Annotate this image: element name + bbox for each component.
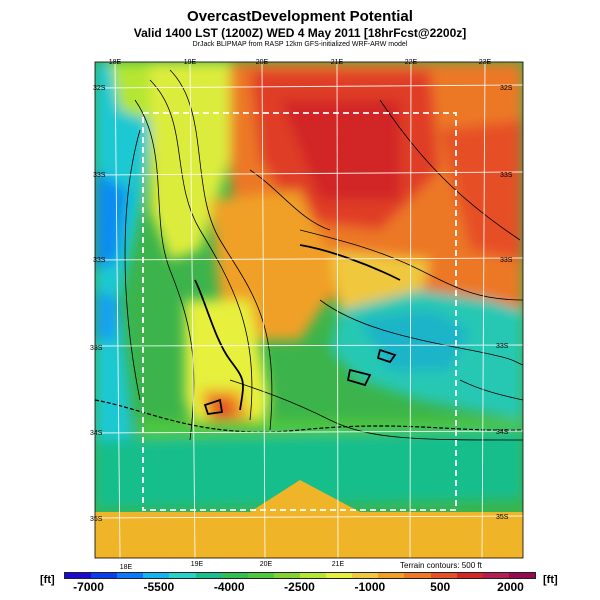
colorbar-swatch [404,573,431,578]
lat-label: 33S [93,257,106,264]
coastline [95,399,523,433]
colorbar-swatch [456,573,483,578]
colorbar-swatch [195,573,222,578]
lon-label: 19E [191,561,204,568]
map-title: OvercastDevelopment Potential [187,8,413,25]
lat-label: 33S [500,257,513,264]
colorbar-swatch [143,573,170,578]
colorbar-unit-right: [ft] [543,574,558,586]
colorbar-label: -5500 [143,580,175,594]
colorbar-swatch [482,573,509,578]
lat-label: 34S [90,430,103,437]
valid-time-subtitle: Valid 1400 LST (1200Z) WED 4 May 2011 [1… [133,26,467,40]
lon-label: 21E [331,59,344,66]
map-frame [94,61,524,559]
southern-band [95,480,523,558]
model-credit: DrJack BLIPMAP from RASP 12km GFS-initia… [192,41,408,48]
lon-label: 20E [260,561,273,568]
lon-label: 22E [405,59,418,66]
lon-label: 18E [109,59,122,66]
colorbar [64,572,536,579]
colorbar-swatch [273,573,300,578]
colorbar-swatch [508,573,535,578]
colorbar-swatch [352,573,379,578]
colorbar-unit-left: [ft] [40,574,55,586]
colorbar-swatch [65,573,92,578]
lat-label: 33S [496,343,509,350]
lat-label: 33S [93,172,106,179]
lon-label: 19E [184,59,197,66]
colorbar-label: -4000 [213,580,245,594]
terrain-contour-note: Terrain contours: 500 ft [400,561,482,570]
lat-label: 34S [496,429,509,436]
lat-label: 33S [500,172,513,179]
colorbar-swatch [299,573,327,578]
colorbar-swatch [91,573,118,578]
lat-label: 35S [496,514,509,521]
colorbar-label: 500 [430,580,451,594]
colorbar-swatch [247,573,274,578]
lat-label: 32S [93,85,106,92]
lon-label: 18E [120,564,133,571]
lat-lon-grid [95,62,523,558]
lon-label: 21E [332,561,345,568]
terrain-contours [124,69,523,441]
colorbar-label: 2000 [497,580,524,594]
lon-label: 23E [479,59,492,66]
lat-label: 35S [90,516,103,523]
colorbar-swatch [430,573,457,578]
lon-label: 20E [256,59,269,66]
colorbar-label: -7000 [73,580,104,594]
colorbar-swatch [117,573,144,578]
colorbar-swatch [326,573,353,578]
colorbar-label: -2500 [284,580,315,594]
colorbar-swatch [221,573,248,578]
lat-label: 32S [500,85,513,92]
colorbar-swatch [378,573,405,578]
colorbar-labels: -7000 -5500 -4000 -2500 -1000 500 2000 [64,580,536,594]
lat-label: 33S [90,345,103,352]
inner-domain-box [142,112,457,511]
colorbar-label: -1000 [354,580,386,594]
overcast-field [95,62,523,510]
colorbar-swatch [169,573,196,578]
